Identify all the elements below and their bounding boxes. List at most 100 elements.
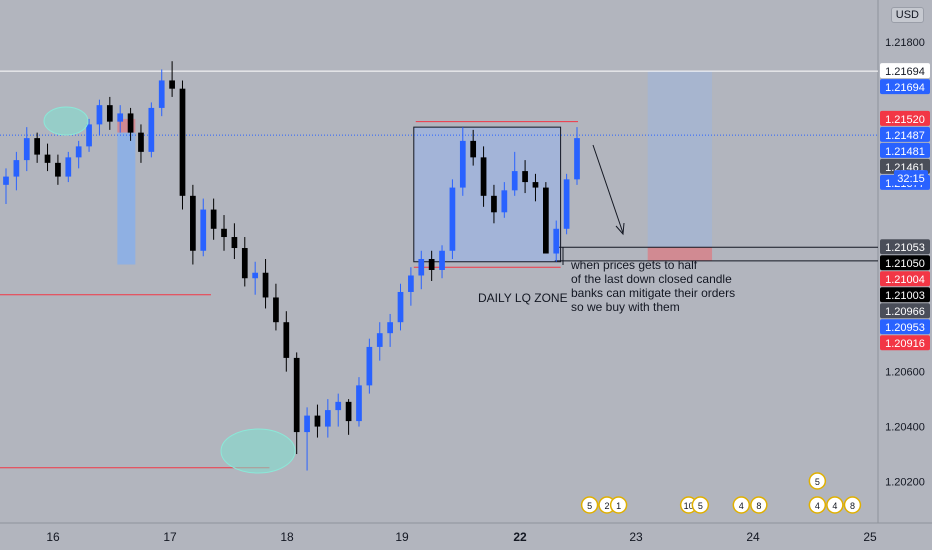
- event-badge: [750, 496, 768, 514]
- candle-body: [200, 209, 207, 251]
- candle-body: [470, 140, 477, 158]
- event-label: 10: [684, 501, 694, 511]
- event-badge: [732, 496, 751, 514]
- candle-body: [553, 228, 560, 254]
- candle-body: [501, 190, 508, 213]
- candle-body: [397, 291, 404, 323]
- candle-body: [283, 322, 290, 358]
- time-tick: 24: [746, 530, 760, 544]
- candle-body: [335, 401, 342, 411]
- candle-body: [148, 107, 155, 152]
- candle-body: [241, 248, 248, 279]
- time-tick: 16: [46, 530, 60, 544]
- time-tick: 17: [163, 530, 177, 544]
- event-label: 2: [604, 501, 609, 511]
- event-label: 5: [815, 477, 820, 487]
- price-label-bg: [880, 335, 930, 351]
- candle-body: [293, 357, 300, 433]
- price-label: 1.21694: [885, 66, 925, 78]
- event-label: 1: [616, 501, 621, 511]
- candle-body: [262, 272, 269, 298]
- zone-label: DAILY LQ ZONE: [478, 291, 568, 305]
- price-label: 1.21520: [885, 114, 925, 126]
- event-badge: [826, 496, 844, 514]
- candle-body: [127, 113, 134, 133]
- candle-body: [542, 187, 549, 254]
- note-line-3: banks can mitigate their orders: [571, 286, 736, 300]
- projection-arrow-head: [615, 222, 625, 236]
- candle-body: [55, 162, 61, 177]
- price-label-bg: [880, 239, 930, 255]
- candle-body: [13, 160, 20, 177]
- daily-lq-zone: [413, 126, 562, 263]
- event-badge: [691, 496, 710, 514]
- event-badge: [808, 472, 827, 490]
- price-label: 1.21004: [885, 274, 925, 286]
- candle-body: [563, 179, 570, 229]
- price-label-bg: [880, 287, 930, 303]
- price-tick: 1.20600: [885, 367, 925, 379]
- price-label-bg: [880, 319, 930, 335]
- candle-body: [345, 401, 352, 422]
- candle-body: [408, 275, 414, 292]
- time-tick: 18: [280, 530, 294, 544]
- candle-body: [522, 171, 528, 183]
- event-label: 4: [739, 501, 744, 511]
- timer-badge: [894, 170, 928, 186]
- candle-body: [366, 346, 373, 386]
- time-tick: 19: [395, 530, 409, 544]
- price-tick: 1.20400: [885, 422, 925, 434]
- projection-arrow: [592, 144, 624, 234]
- candle-body: [190, 195, 196, 251]
- candle-body: [3, 176, 9, 185]
- timer-text: 32:15: [897, 173, 925, 185]
- price-tick: 1.20200: [885, 477, 925, 489]
- time-tick: 25: [863, 530, 877, 544]
- price-tick: 1.21800: [885, 37, 925, 49]
- price-label-bg: [880, 303, 930, 319]
- candle-body: [273, 297, 279, 323]
- candle-body: [158, 80, 165, 108]
- event-badge: [808, 496, 827, 514]
- note-line-1: when prices gets to half: [571, 258, 698, 272]
- candle-body: [210, 209, 217, 229]
- candle-body: [356, 385, 362, 422]
- candle-body: [221, 228, 227, 238]
- candle-body: [44, 154, 51, 163]
- candle-body: [86, 124, 92, 147]
- highlight-ellipse-bottom: [220, 428, 296, 474]
- candle-body: [231, 237, 238, 249]
- event-label: 4: [832, 501, 837, 511]
- candle-body: [75, 146, 82, 158]
- price-label-bg: [880, 255, 930, 271]
- candle-body: [532, 182, 539, 188]
- price-label-bg: [880, 158, 930, 174]
- price-label: 1.21487: [885, 130, 925, 142]
- candle-body: [428, 259, 435, 270]
- price-label: 1.21694: [885, 82, 925, 94]
- event-badge: [609, 496, 628, 514]
- note-line-2: of the last down closed candle: [571, 272, 732, 286]
- candle-body: [34, 138, 41, 155]
- currency-label[interactable]: USD: [890, 7, 924, 23]
- candle-body: [252, 272, 259, 279]
- price-label-bg: [880, 110, 930, 126]
- candle-body: [418, 259, 425, 276]
- candle-body: [574, 138, 580, 180]
- price-label-bg: [880, 126, 930, 142]
- candle-body: [23, 138, 30, 161]
- long-position-stop: [647, 247, 713, 261]
- price-label-bg: [880, 271, 930, 287]
- time-tick: 22: [513, 530, 527, 544]
- price-label: 1.21050: [885, 258, 925, 270]
- candle-body: [304, 415, 310, 433]
- long-position-target: [647, 71, 713, 248]
- candle-body: [511, 171, 518, 191]
- candle-body: [480, 157, 487, 196]
- note-line-4: so we buy with them: [571, 300, 680, 314]
- price-label: 1.21003: [885, 290, 925, 302]
- candle-body: [491, 195, 497, 213]
- candle-body: [439, 250, 445, 270]
